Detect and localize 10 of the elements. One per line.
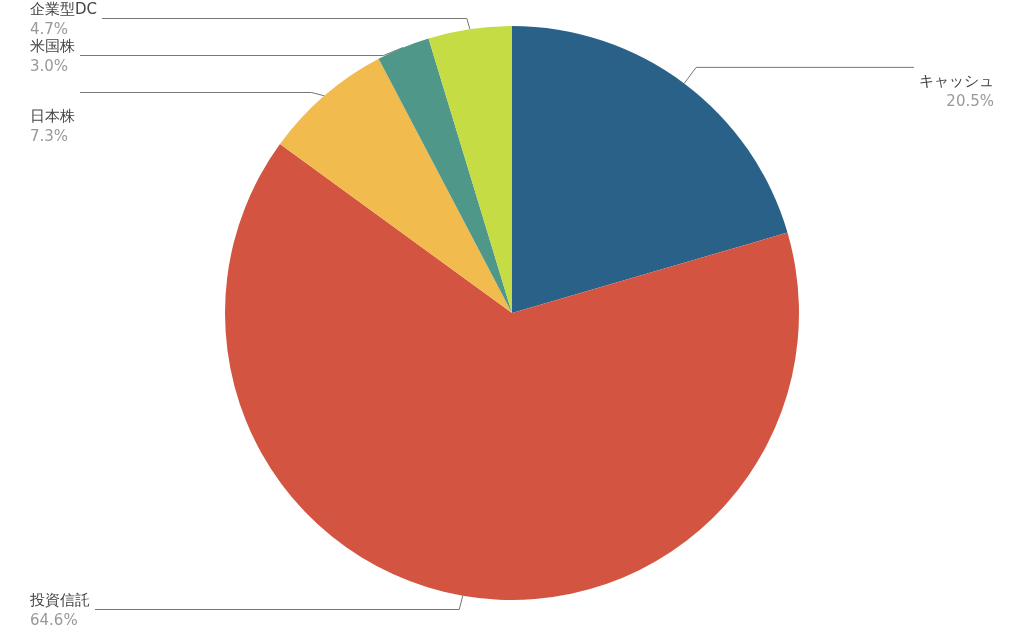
slice-label: 企業型DC: [30, 0, 98, 18]
data-label: 4.7%: [30, 19, 69, 38]
data-label: 3.0%: [30, 56, 69, 75]
slice-label: 米国株: [30, 36, 75, 55]
slice-label: キャッシュ: [919, 71, 994, 90]
data-label: 20.5%: [946, 91, 994, 110]
data-label: 7.3%: [30, 126, 69, 145]
slice-label: 投資信託: [29, 590, 90, 609]
data-label: 64.6%: [30, 610, 78, 628]
slice-label: 日本株: [30, 106, 75, 125]
